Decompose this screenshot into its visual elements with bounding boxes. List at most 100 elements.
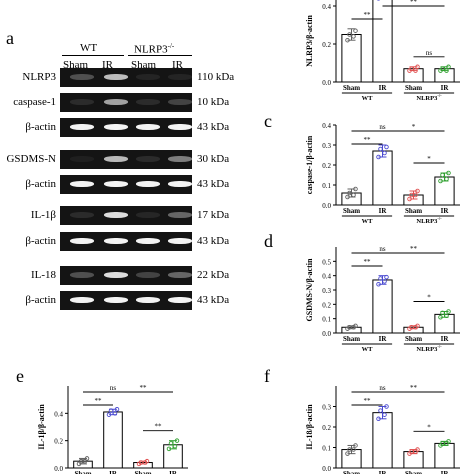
blot-band [104,212,128,218]
data-point [415,188,420,194]
data-point [415,64,420,70]
data-point [112,411,118,416]
data-point [345,37,350,43]
x-tick-label: Sham [405,207,422,215]
data-point [345,451,350,456]
blot-band [70,297,94,303]
blot-band [136,297,160,303]
blot-band [136,99,160,105]
y-axis-label: GSDMS-N/β-actin [305,258,314,321]
data-point [413,449,418,454]
blot-row-label: β-actin [25,235,56,247]
y-tick-label: 0.3 [322,404,331,412]
y-tick-label: 0.1 [322,316,331,324]
y-tick-label: 0.2 [322,162,331,170]
data-point [347,32,352,37]
significance-label: ** [410,384,418,392]
blot-strip [60,118,192,137]
bar [103,411,123,469]
significance-label: ** [410,245,418,253]
blot-band [70,181,94,187]
y-tick-label: 0.1 [322,445,331,453]
x-tick-label: Sham [405,335,422,343]
y-tick-label: 0.2 [322,41,331,49]
group-label-wt: WT [362,95,374,102]
significance-label: ** [155,423,163,431]
data-point [413,325,418,330]
blot-band [168,297,192,303]
x-tick-label: IR [441,335,450,343]
data-point [172,443,178,449]
group-label-ko-sup: -/- [437,344,442,349]
group-label-ko-text: NLRP3 [134,43,168,56]
significance-label: ** [364,258,372,266]
y-tick-label: 0.0 [54,465,63,473]
data-point [444,68,449,73]
x-tick-label: IR [379,470,388,474]
data-point [376,416,381,422]
data-point [384,144,389,150]
blot-band [104,124,128,130]
panel-label-f: f [264,366,270,386]
x-tick-label: IR [441,84,450,92]
x-tick-label: IR [109,470,118,474]
data-point [351,192,356,198]
data-point [168,441,174,446]
blot-band [70,212,94,218]
y-axis-label: IL-18/β-actin [305,404,314,450]
data-point [347,190,352,196]
group-label-wt: WT [362,218,374,225]
x-tick-label: IR [379,335,388,343]
group-label-ko-sup: -/- [167,42,175,50]
blot-row-label: caspase-1 [13,96,56,108]
blot-strip [60,150,192,169]
y-tick-label: 0.2 [322,424,331,432]
blot-band [104,99,128,105]
blot-band [168,156,192,162]
blot-row-kda: 30 kDa [197,153,230,165]
blot-band [70,74,94,80]
lane-label-2: IR [102,59,113,71]
blot-row-label: IL-1β [30,209,56,221]
data-point [106,412,112,417]
bar [372,412,393,469]
data-point [345,194,350,200]
blot-strip [60,291,192,310]
y-tick-label: 0.3 [322,142,331,150]
significance-label: ** [95,397,103,405]
data-point [407,196,412,202]
group-label-ko: NLRP3-/- [416,93,442,102]
data-point [376,154,381,160]
data-point [382,150,387,156]
lane-label-4: IR [172,59,183,71]
data-point [378,276,383,281]
panel-label-e: e [16,366,24,386]
blot-band [104,181,128,187]
significance-label: ns [110,384,117,392]
y-axis-label: IL-1β/β-actin [37,404,46,450]
blot-band [136,124,160,130]
data-point [142,460,148,465]
significance-label: ** [140,384,148,392]
y-tick-label: 0.4 [54,410,63,418]
significance-label: ns [379,245,386,253]
significance-label: ** [364,397,372,405]
group-label-ko: NLRP3-/- [416,216,442,225]
blot-band [168,74,192,80]
blot-band [104,238,128,244]
data-point [166,446,172,452]
bar [434,442,455,469]
blot-row-kda: 43 kDa [197,235,230,247]
blot-band [136,212,160,218]
data-point [351,34,356,39]
data-point [108,408,114,413]
y-tick-label: 0.4 [322,273,331,281]
blot-band [104,272,128,278]
blot-band [168,181,192,187]
x-tick-label: IR [441,207,450,215]
group-label-wt: WT [80,42,98,54]
data-point [378,146,383,152]
blot-strip [60,232,192,251]
significance-label: * [427,423,431,431]
